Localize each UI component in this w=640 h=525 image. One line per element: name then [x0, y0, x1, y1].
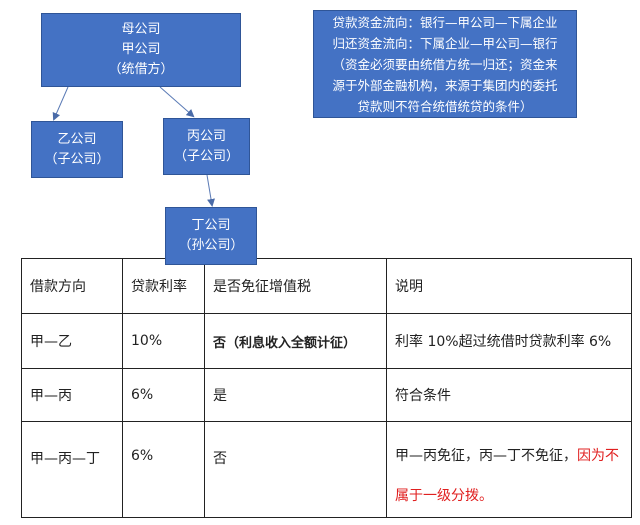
- table-cell: 否: [204, 421, 387, 518]
- arrow-parent-to-yi: [52, 86, 69, 121]
- table-cell: 利率 10%超过统借时贷款利率 6%: [386, 313, 632, 369]
- arrow-bing-to-ding: [206, 174, 215, 207]
- ding-line2: （孙公司）: [178, 238, 244, 253]
- arrow-parent-to-bing: [159, 86, 195, 118]
- ding-line1: 丁公司: [191, 218, 231, 233]
- table-cell: 甲—乙: [21, 313, 123, 369]
- bing-company-box: 丙公司 （子公司）: [163, 118, 250, 175]
- parent-line3: （统借方）: [108, 62, 174, 77]
- header-cell: 借款方向: [21, 258, 123, 314]
- table-cell: 10%: [122, 313, 205, 369]
- highlight-text: 因为不属于一级分拨。: [395, 448, 619, 504]
- note-line3: （资金必须要由统借方统一归还；资金来: [332, 56, 558, 72]
- table-cell: 符合条件: [386, 368, 632, 422]
- header-cell: 贷款利率: [122, 258, 205, 314]
- table-header-row: 借款方向 贷款利率 是否免征增值税 说明: [21, 258, 632, 314]
- loan-table: 借款方向 贷款利率 是否免征增值税 说明 甲—乙 10% 否（利息收入全额计征）…: [21, 258, 632, 518]
- table-cell: 甲—丙—丁: [21, 421, 123, 518]
- bing-line2: （子公司）: [173, 148, 239, 164]
- note-line2: 归还资金流向：下属企业—甲公司—银行: [332, 35, 558, 51]
- yi-company-box: 乙公司 （子公司）: [31, 121, 123, 178]
- table-row: 甲—乙 10% 否（利息收入全额计征） 利率 10%超过统借时贷款利率 6%: [21, 313, 632, 369]
- table-row: 甲—丙 6% 是 符合条件: [21, 368, 632, 422]
- table-cell: 是: [204, 368, 387, 422]
- table-cell: 否（利息收入全额计征）: [204, 313, 387, 369]
- table-row: 甲—丙—丁 6% 否 甲—丙免征，丙—丁不免征，因为不属于一级分拨。: [21, 421, 632, 518]
- ding-company-box: 丁公司 （孙公司）: [165, 207, 257, 265]
- note-text: 甲—丙免征，丙—丁不免征，: [395, 448, 577, 464]
- header-cell: 是否免征增值税: [204, 258, 387, 314]
- table-cell: 甲—丙: [21, 368, 123, 422]
- bing-line1: 丙公司: [186, 128, 226, 144]
- yi-line1: 乙公司: [57, 131, 97, 147]
- header-cell: 说明: [386, 258, 632, 314]
- parent-line1: 母公司: [121, 22, 161, 37]
- yi-line2: （子公司）: [44, 151, 110, 167]
- fund-flow-note-box: 贷款资金流向：银行—甲公司—下属企业 归还资金流向：下属企业—甲公司—银行 （资…: [313, 10, 577, 118]
- note-line5: 贷款则不符合统借统贷的条件）: [357, 98, 533, 114]
- table-cell: 6%: [122, 368, 205, 422]
- note-line4: 源于外部金融机构，来源于集团内的委托: [332, 77, 558, 93]
- table-cell: 甲—丙免征，丙—丁不免征，因为不属于一级分拨。: [386, 421, 632, 518]
- parent-line2: 甲公司: [121, 42, 161, 57]
- note-line1: 贷款资金流向：银行—甲公司—下属企业: [332, 14, 558, 30]
- table-cell: 6%: [122, 421, 205, 518]
- parent-company-box: 母公司 甲公司 （统借方）: [41, 13, 241, 87]
